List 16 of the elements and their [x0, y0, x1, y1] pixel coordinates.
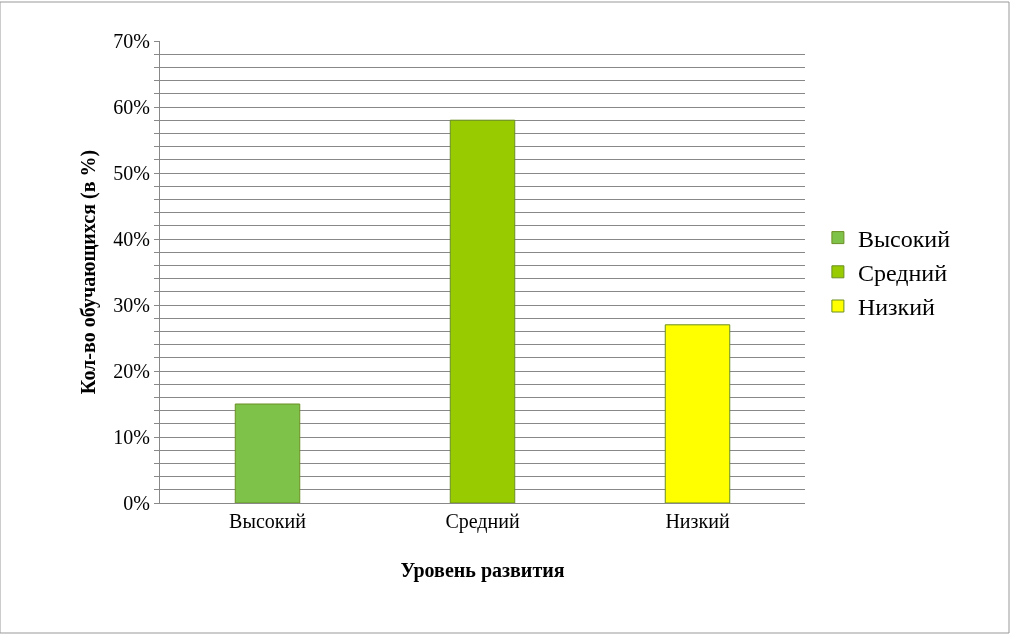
y-tick-label: 50%	[113, 162, 150, 184]
legend-label: Высокий	[857, 225, 951, 252]
x-axis-title: Уровень развития	[400, 558, 565, 582]
y-axis-title: Кол-во обучающихся (в %)	[76, 149, 100, 395]
y-tick-label: 70%	[113, 30, 150, 52]
y-tick-label: 40%	[113, 228, 150, 250]
y-tick-label: 0%	[123, 492, 150, 514]
x-tick-label: Высокий	[229, 510, 307, 532]
legend-label: Низкий	[857, 294, 936, 321]
x-tick-label: Низкий	[665, 510, 730, 532]
y-tick-label: 20%	[113, 360, 150, 382]
x-tick-label: Средний	[445, 510, 520, 533]
y-tick-label: 30%	[113, 294, 150, 316]
legend-label: Средний	[857, 260, 948, 287]
y-tick-label: 10%	[113, 426, 150, 448]
y-tick-label: 60%	[113, 96, 150, 118]
